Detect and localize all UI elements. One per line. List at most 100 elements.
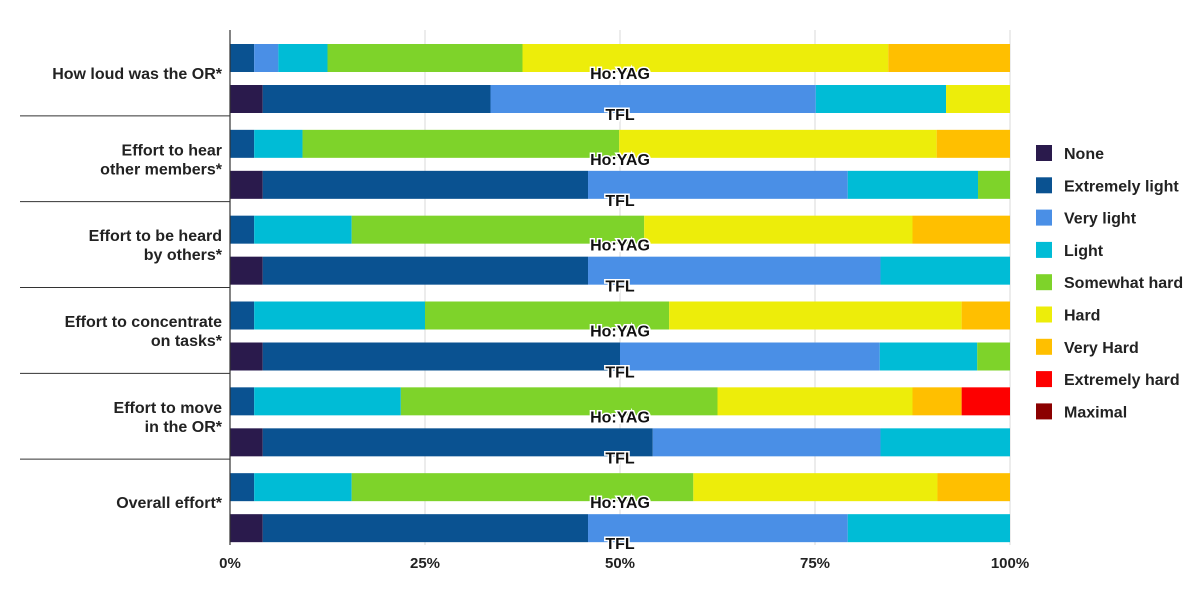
bar-segment (522, 44, 889, 72)
bars (230, 44, 1010, 543)
legend-label: Very light (1064, 211, 1137, 228)
bar-label: TFL (605, 107, 635, 124)
legend-swatch (1036, 177, 1052, 194)
legend-label: Light (1064, 243, 1104, 260)
bar-segment (254, 44, 279, 72)
legend-item: Extremely light (1036, 177, 1179, 195)
group-label: Effort to hear other members* (100, 142, 223, 178)
legend-item: Hard (1036, 306, 1100, 325)
x-tick-label: 100% (991, 555, 1029, 572)
legend-item: Light (1036, 241, 1104, 260)
bar-label: TFL (605, 193, 635, 210)
bar-segment (230, 301, 255, 330)
group-label-line: Effort to be heard (89, 228, 222, 245)
legend-label: Maximal (1064, 404, 1127, 421)
bar-segment (425, 301, 670, 330)
bar-segment (254, 215, 352, 244)
bar-segment (490, 85, 816, 113)
group-label: Effort to concentrate on tasks* (65, 314, 223, 350)
legend-item: Maximal (1036, 403, 1127, 421)
x-tick-label: 25% (410, 555, 440, 572)
bar-segment (588, 170, 848, 199)
bar-segment (230, 256, 263, 285)
group-label-line: Effort to concentrate (65, 314, 222, 331)
y-axis: How loud was the OR* Effort to hear other … (20, 30, 231, 545)
bar-segment (961, 387, 1010, 416)
bar-segment (619, 129, 937, 158)
legend-swatch (1036, 145, 1052, 161)
bar-segment (254, 301, 425, 330)
bar-segment (669, 301, 962, 330)
group-label-line: in the OR* (145, 419, 223, 436)
group-label: Effort to be heard by others* (89, 228, 223, 264)
bar-segment (351, 473, 694, 502)
bar-label: Ho:YAG (590, 66, 650, 83)
bar-label: Ho:YAG (590, 238, 650, 255)
bar-segment (888, 44, 1010, 72)
x-tick-label: 0% (219, 555, 241, 572)
legend-item: Very light (1036, 209, 1137, 228)
bar-label: TFL (605, 279, 635, 296)
bar-segment (254, 473, 352, 502)
bar-segment (588, 256, 881, 285)
bar-segment (937, 473, 1010, 502)
bar-segment (847, 170, 979, 199)
legend-item: Extremely hard (1036, 371, 1180, 389)
bar-segment (620, 342, 880, 371)
bar-segment (262, 342, 620, 371)
legend-label: Extremely hard (1064, 372, 1180, 389)
bar-segment (879, 342, 978, 371)
legend-item: None (1036, 145, 1104, 163)
bar-labels: Ho:YAG TFL Ho:YAG TFL Ho:YAG TFL Ho:YAG TFL Ho:Y… (589, 65, 652, 555)
bar-segment (400, 387, 718, 416)
bar-segment (262, 256, 589, 285)
legend-swatch (1036, 241, 1052, 258)
bar-label: Ho:YAG (590, 495, 650, 512)
legend-swatch (1036, 371, 1052, 388)
bar-segment (652, 428, 881, 457)
legend-swatch (1036, 209, 1052, 226)
group-label-line: Overall effort* (116, 495, 223, 512)
bar-segment (278, 44, 328, 72)
bar-segment (936, 129, 1010, 158)
bar-segment (588, 514, 848, 543)
bar-segment (230, 215, 255, 244)
bar-segment (946, 85, 1010, 113)
legend-label: Somewhat hard (1064, 275, 1183, 292)
bar-label: TFL (605, 450, 635, 467)
bar-segment (262, 514, 589, 543)
group-label: Effort to move in the OR* (114, 400, 223, 436)
group-label: How loud was the OR* (52, 66, 223, 83)
bar-segment (230, 473, 255, 502)
legend-label: None (1064, 146, 1104, 163)
legend-swatch (1036, 274, 1052, 291)
legend-swatch (1036, 338, 1052, 355)
bar-segment (912, 215, 1010, 244)
group-label-line: Effort to hear (122, 142, 222, 159)
bar-segment (230, 342, 263, 371)
bar-label: TFL (605, 365, 635, 382)
bar-segment (230, 514, 263, 543)
x-tick-label: 75% (800, 555, 830, 572)
legend-label: Extremely light (1064, 178, 1179, 195)
bar-segment (230, 387, 255, 416)
bar-segment (717, 387, 913, 416)
x-axis: 0% 25% 50% 75% 100% (219, 555, 1029, 572)
bar-label: Ho:YAG (590, 324, 650, 341)
group-label-line: on tasks* (151, 333, 223, 350)
legend-swatch (1036, 306, 1052, 323)
bar-segment (230, 85, 263, 113)
x-tick-label: 50% (605, 555, 635, 572)
bar-segment (644, 215, 913, 244)
bar-label: TFL (605, 536, 635, 553)
group-label-line: Effort to move (114, 400, 223, 417)
bar-segment (262, 428, 653, 457)
bar-segment (230, 428, 263, 457)
group-label-line: by others* (144, 247, 223, 264)
legend-item: Somewhat hard (1036, 274, 1183, 292)
bar-label: Ho:YAG (590, 152, 650, 169)
legend: None Extremely light Very light Light Somewh… (1036, 145, 1183, 421)
bar-segment (815, 85, 947, 113)
group-label: Overall effort* (116, 495, 223, 512)
